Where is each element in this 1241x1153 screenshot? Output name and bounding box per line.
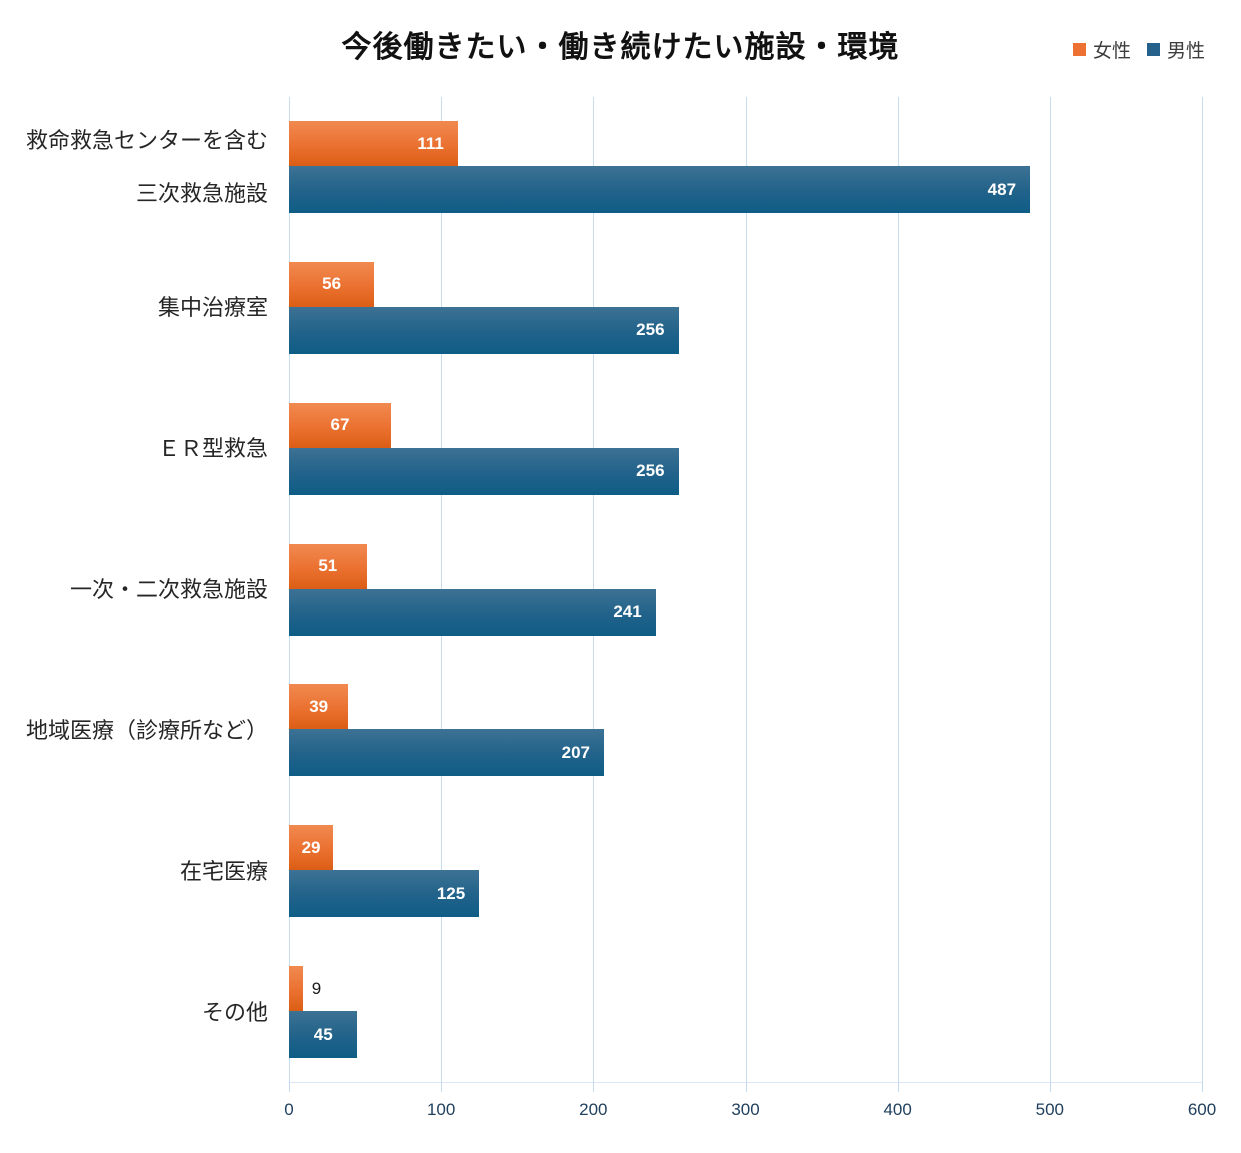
legend-swatch-female	[1072, 43, 1086, 56]
x-tick-mark-500	[1049, 1082, 1051, 1092]
bar-value-label-male-4: 207	[561, 742, 590, 762]
legend-item-male: 男性	[1146, 36, 1205, 63]
category-label-4: 地域医療（診療所など）	[0, 660, 276, 801]
bar-male-3: 241	[289, 588, 656, 636]
category-label-line: 一次・二次救急施設	[69, 577, 268, 603]
bar-male-1: 256	[289, 306, 679, 354]
bar-male-2: 256	[289, 447, 679, 495]
x-tick-mark-300	[745, 1082, 747, 1092]
gridline-400	[897, 97, 899, 1082]
bar-female-2: 67	[289, 402, 391, 448]
x-tick-label-100: 100	[426, 1100, 456, 1119]
category-label-line: 三次救急施設	[135, 181, 268, 207]
bar-value-label-male-1: 256	[636, 320, 665, 340]
x-tick-label-0: 0	[284, 1100, 294, 1119]
bar-male-4: 207	[289, 729, 604, 777]
bar-male-0: 487	[289, 166, 1031, 213]
x-tick-label-400: 400	[883, 1100, 912, 1119]
bar-value-label-male-3: 241	[613, 602, 642, 622]
bar-value-label-male-0: 487	[987, 179, 1017, 199]
x-tick-mark-100	[441, 1082, 443, 1092]
category-label-6: その他	[0, 942, 276, 1083]
x-tick-mark-0	[289, 1082, 290, 1092]
category-label-line: 在宅医療	[179, 858, 268, 884]
bar-value-label-female-2: 67	[330, 415, 350, 435]
bar-value-label-female-3: 51	[318, 556, 338, 576]
category-axis: 救命救急センターを含む三次救急施設集中治療室 ＥＲ型救急一次・二次救急施設地域医療…	[0, 97, 276, 1083]
bar-value-label-female-4: 39	[309, 696, 329, 716]
bar-female-5: 29	[289, 825, 334, 871]
category-label-0: 救命救急センターを含む三次救急施設	[0, 97, 276, 238]
category-label-1: 集中治療室	[0, 238, 276, 379]
x-tick-mark-400	[897, 1082, 899, 1092]
bar-female-6: 9	[289, 966, 321, 1012]
chart-title: 今後働きたい・働き続けたい施設・環境	[341, 31, 900, 64]
bar-female-1: 56	[289, 261, 375, 307]
x-tick-label-600: 600	[1187, 1100, 1217, 1119]
bar-value-label-male-5: 125	[436, 883, 466, 903]
gridline-500	[1049, 97, 1051, 1082]
category-label-line: 救命救急センターを含む	[25, 127, 268, 153]
bar-value-label-female-6: 9	[311, 978, 322, 998]
bar-value-label-female-1: 56	[322, 274, 342, 294]
bar-male-6: 45	[289, 1011, 358, 1059]
legend-label-female: 女性	[1092, 41, 1131, 62]
legend-label-male: 男性	[1166, 41, 1205, 62]
bar-value-label-male-2: 256	[636, 461, 665, 481]
category-label-line: 地域医療（診療所など）	[25, 717, 268, 743]
bar-value-label-female-5: 29	[301, 837, 321, 857]
category-label-5: 在宅医療	[0, 801, 276, 942]
gridline-300	[745, 97, 747, 1082]
bar-female-3: 51	[289, 543, 367, 589]
gridline-600	[1202, 97, 1203, 1082]
x-tick-mark-600	[1202, 1082, 1203, 1092]
bar-female-4: 39	[289, 684, 349, 730]
legend-item-female: 女性	[1072, 36, 1131, 63]
bar-male-5: 125	[289, 870, 480, 918]
bar-value-label-male-6: 45	[313, 1024, 333, 1044]
plot-area: 111 487 56 256 67 256 51 241 39 207 29 125 9 45	[289, 97, 1203, 1092]
category-label-line: 集中治療室	[157, 295, 268, 321]
bar-female-0: 111	[289, 121, 458, 166]
x-tick-mark-200	[593, 1082, 595, 1092]
category-label-line: ＥＲ型救急	[157, 436, 268, 462]
x-tick-label-500: 500	[1035, 1100, 1065, 1119]
x-tick-label-300: 300	[731, 1100, 760, 1119]
category-label-line: その他	[201, 999, 268, 1025]
x-tick-label-200: 200	[579, 1100, 608, 1119]
category-label-3: 一次・二次救急施設	[0, 520, 276, 661]
category-label-2: ＥＲ型救急	[0, 379, 276, 520]
legend-swatch-male	[1146, 43, 1160, 56]
legend: 女性 男性	[1072, 36, 1205, 63]
bar-value-label-female-0: 111	[417, 133, 444, 153]
